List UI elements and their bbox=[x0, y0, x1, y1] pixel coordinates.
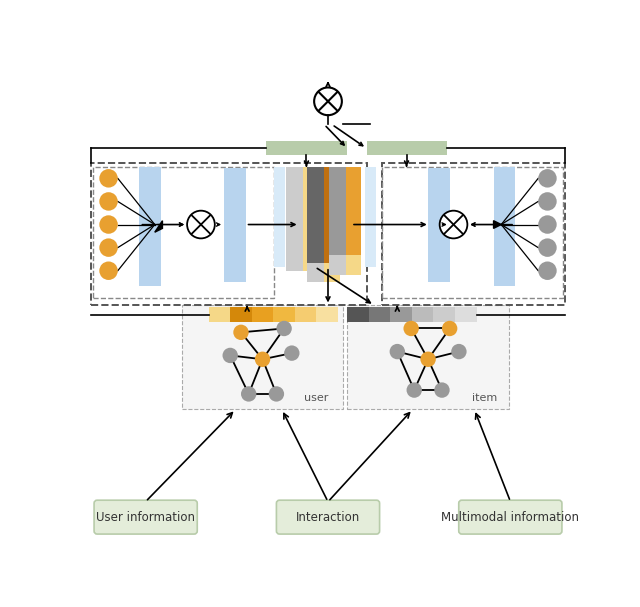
Circle shape bbox=[276, 320, 292, 336]
Bar bbox=[307, 263, 324, 282]
Circle shape bbox=[451, 344, 467, 359]
Bar bbox=[344, 256, 361, 274]
Bar bbox=[224, 168, 246, 282]
Bar bbox=[493, 167, 515, 286]
Bar bbox=[365, 167, 376, 267]
Bar bbox=[428, 168, 450, 282]
Bar bbox=[316, 307, 338, 322]
Bar bbox=[209, 307, 230, 322]
Bar bbox=[348, 305, 509, 409]
Circle shape bbox=[390, 344, 405, 359]
Bar bbox=[382, 167, 563, 297]
Bar bbox=[323, 167, 340, 263]
Circle shape bbox=[403, 320, 419, 336]
Bar bbox=[382, 163, 565, 305]
Circle shape bbox=[269, 386, 284, 402]
Circle shape bbox=[241, 386, 257, 402]
Bar bbox=[348, 307, 369, 322]
Bar bbox=[252, 307, 273, 322]
Bar bbox=[266, 141, 348, 155]
Circle shape bbox=[420, 351, 436, 367]
Bar bbox=[433, 307, 455, 322]
Bar bbox=[273, 307, 295, 322]
Bar bbox=[91, 163, 367, 305]
Bar bbox=[390, 307, 412, 322]
Bar bbox=[93, 167, 274, 297]
Bar bbox=[285, 167, 303, 251]
Bar bbox=[301, 251, 318, 271]
Circle shape bbox=[99, 239, 118, 257]
Circle shape bbox=[538, 192, 557, 211]
Bar bbox=[344, 167, 361, 256]
Bar bbox=[274, 167, 285, 267]
Bar bbox=[412, 307, 433, 322]
Bar bbox=[329, 167, 346, 256]
Text: Multimodal information: Multimodal information bbox=[442, 510, 579, 524]
Circle shape bbox=[538, 262, 557, 280]
Circle shape bbox=[99, 262, 118, 280]
Circle shape bbox=[99, 169, 118, 188]
Text: Interaction: Interaction bbox=[296, 510, 360, 524]
FancyBboxPatch shape bbox=[276, 500, 380, 534]
FancyBboxPatch shape bbox=[94, 500, 197, 534]
Circle shape bbox=[435, 382, 450, 398]
Text: User information: User information bbox=[96, 510, 195, 524]
Circle shape bbox=[538, 169, 557, 188]
Bar bbox=[140, 167, 161, 286]
Circle shape bbox=[99, 215, 118, 234]
Circle shape bbox=[538, 215, 557, 234]
Circle shape bbox=[234, 325, 249, 340]
FancyBboxPatch shape bbox=[459, 500, 562, 534]
Circle shape bbox=[255, 351, 270, 367]
Polygon shape bbox=[493, 221, 501, 228]
Circle shape bbox=[223, 348, 238, 363]
Circle shape bbox=[538, 239, 557, 257]
Circle shape bbox=[187, 211, 215, 239]
Circle shape bbox=[440, 211, 467, 239]
Circle shape bbox=[406, 382, 422, 398]
Bar bbox=[182, 305, 344, 409]
Text: item: item bbox=[472, 393, 497, 403]
Circle shape bbox=[442, 320, 458, 336]
Bar bbox=[329, 256, 346, 274]
Bar bbox=[455, 307, 477, 322]
Circle shape bbox=[99, 192, 118, 211]
Bar bbox=[301, 167, 318, 251]
Text: user: user bbox=[303, 393, 328, 403]
Bar bbox=[285, 251, 303, 271]
Bar bbox=[323, 263, 340, 282]
Circle shape bbox=[284, 345, 300, 361]
Bar bbox=[367, 141, 447, 155]
Bar bbox=[230, 307, 252, 322]
Bar bbox=[307, 167, 324, 263]
Circle shape bbox=[314, 87, 342, 115]
Polygon shape bbox=[155, 221, 163, 232]
Bar bbox=[295, 307, 316, 322]
Bar bbox=[369, 307, 390, 322]
